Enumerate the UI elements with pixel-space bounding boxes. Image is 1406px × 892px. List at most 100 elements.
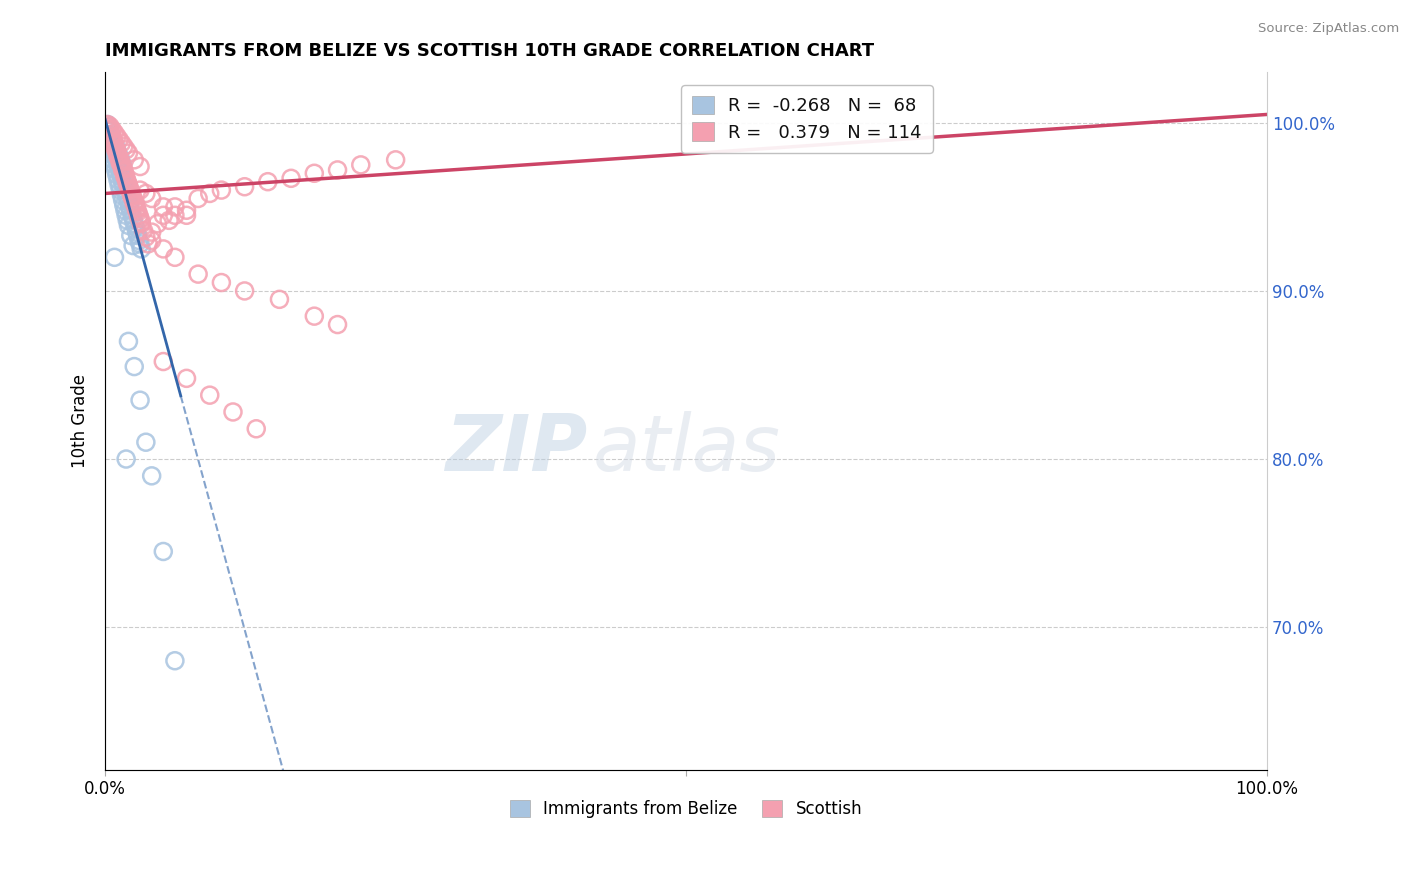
Point [100, 129, 122, 144]
Point [103, 134, 125, 148]
Point [117, 219, 139, 233]
Point [100, 128, 122, 142]
Point [110, 158, 132, 172]
Point [125, 202, 148, 216]
Point [129, 217, 152, 231]
Point [104, 143, 127, 157]
Point [117, 334, 139, 349]
Point [97, 122, 120, 136]
Point [107, 158, 129, 172]
Point [103, 250, 125, 264]
Point [104, 141, 127, 155]
Point [326, 318, 349, 332]
Point [141, 225, 163, 239]
Point [115, 143, 138, 157]
Point [122, 194, 145, 209]
Point [132, 223, 155, 237]
Point [115, 208, 138, 222]
Point [98, 137, 121, 152]
Point [110, 151, 132, 165]
Point [304, 309, 326, 323]
Point [115, 171, 138, 186]
Point [163, 208, 186, 222]
Point [125, 225, 148, 239]
Text: IMMIGRANTS FROM BELIZE VS SCOTTISH 10TH GRADE CORRELATION CHART: IMMIGRANTS FROM BELIZE VS SCOTTISH 10TH … [105, 42, 875, 60]
Point [187, 192, 209, 206]
Point [97, 124, 120, 138]
Point [120, 228, 142, 243]
Point [141, 468, 163, 483]
Point [110, 183, 132, 197]
Point [280, 171, 302, 186]
Point [326, 162, 349, 177]
Point [111, 175, 134, 189]
Point [108, 161, 131, 176]
Point [115, 452, 138, 467]
Point [384, 153, 406, 167]
Point [111, 193, 134, 207]
Point [121, 208, 143, 222]
Point [129, 211, 152, 226]
Point [98, 119, 121, 133]
Point [111, 158, 134, 172]
Point [135, 435, 157, 450]
Point [117, 192, 139, 206]
Point [122, 153, 145, 167]
Point [108, 151, 131, 165]
Point [121, 188, 143, 202]
Point [98, 129, 121, 144]
Point [110, 156, 132, 170]
Point [198, 388, 221, 402]
Point [111, 161, 134, 176]
Point [176, 208, 198, 222]
Point [125, 203, 148, 218]
Point [110, 166, 132, 180]
Point [187, 267, 209, 281]
Point [101, 148, 124, 162]
Point [120, 203, 142, 218]
Point [129, 236, 152, 251]
Point [128, 208, 150, 222]
Point [120, 185, 142, 199]
Point [117, 178, 139, 192]
Point [104, 149, 127, 163]
Point [129, 160, 152, 174]
Text: ZIP: ZIP [446, 411, 588, 487]
Point [152, 544, 174, 558]
Point [103, 158, 125, 172]
Point [103, 134, 125, 148]
Point [117, 213, 139, 227]
Point [233, 179, 256, 194]
Point [115, 186, 138, 201]
Point [105, 153, 128, 167]
Point [110, 188, 132, 202]
Point [112, 139, 135, 153]
Point [103, 137, 125, 152]
Point [152, 354, 174, 368]
Point [110, 169, 132, 184]
Point [136, 236, 159, 251]
Point [97, 120, 120, 135]
Text: atlas: atlas [593, 411, 780, 487]
Point [110, 154, 132, 169]
Point [117, 194, 139, 209]
Point [129, 215, 152, 229]
Point [103, 136, 125, 150]
Point [198, 186, 221, 201]
Point [105, 129, 128, 144]
Point [107, 146, 129, 161]
Point [96, 119, 118, 133]
Legend: Immigrants from Belize, Scottish: Immigrants from Belize, Scottish [503, 793, 869, 824]
Point [107, 149, 129, 163]
Point [124, 220, 146, 235]
Point [100, 128, 122, 142]
Point [129, 183, 152, 197]
Point [112, 178, 135, 192]
Point [117, 175, 139, 189]
Point [157, 213, 180, 227]
Point [107, 173, 129, 187]
Point [128, 234, 150, 248]
Point [122, 217, 145, 231]
Point [122, 359, 145, 374]
Point [233, 284, 256, 298]
